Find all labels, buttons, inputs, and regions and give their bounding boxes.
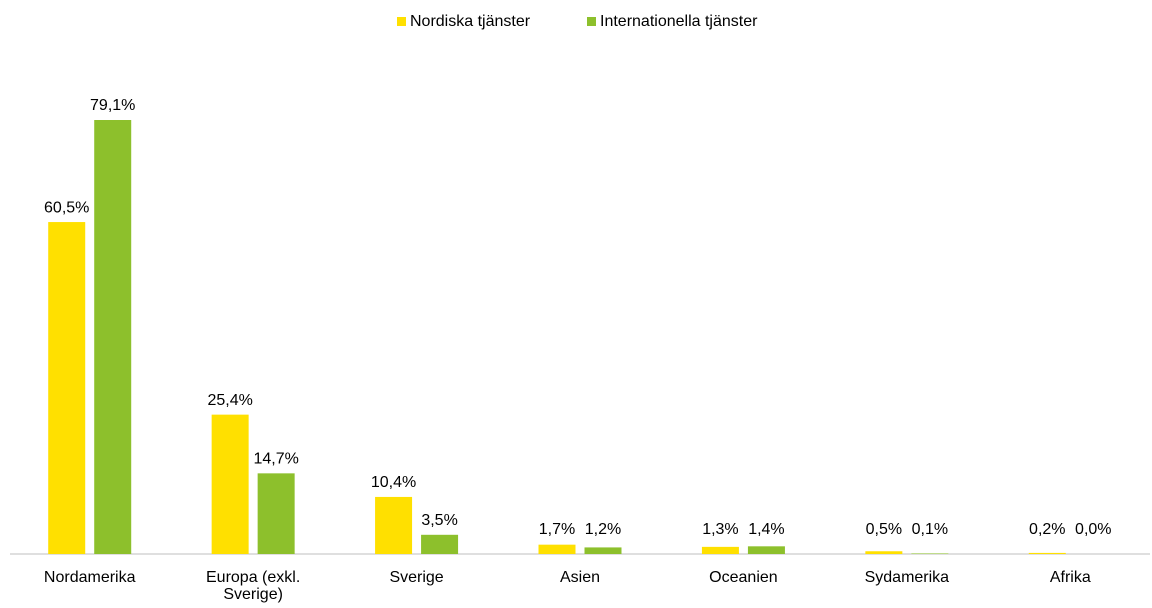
data-label: 0,2% [1029,521,1065,538]
legend-swatch [397,17,406,26]
x-tick-label: Sydamerika [864,569,950,586]
data-label: 3,5% [421,512,457,529]
x-tick-label: Europa (exkl. Sverige) [206,569,301,603]
legend-label: Nordiska tjänster [410,13,531,30]
x-tick-label: Sverige [389,569,444,586]
data-label: 0,5% [866,521,902,538]
bar [94,120,132,554]
bar [865,551,903,554]
bar [701,546,739,554]
bar [211,414,249,554]
bar [375,496,413,554]
bar [584,547,622,554]
data-label: 0,0% [1075,521,1111,538]
legend-swatch [587,17,596,26]
data-label: 60,5% [44,199,89,216]
bar [747,546,785,554]
bar [421,534,459,554]
data-label: 1,3% [702,521,738,538]
bar [257,473,295,554]
data-label: 0,1% [912,521,948,538]
x-tick-label: Afrika [1049,569,1091,586]
data-label: 25,4% [207,392,252,409]
data-label: 1,7% [539,521,575,538]
x-tick-label: Asien [559,569,601,586]
data-label: 1,2% [585,521,621,538]
x-tick-label: Nordamerika [43,569,136,586]
data-label: 14,7% [253,451,298,468]
data-label: 79,1% [90,97,135,114]
bar [48,222,86,554]
x-tick-label: Oceanien [709,569,778,586]
bar [911,553,949,554]
bar [538,544,576,554]
bar [1028,552,1066,554]
legend-label: Internationella tjänster [600,13,758,30]
data-label: 1,4% [748,521,784,538]
data-label: 10,4% [371,474,416,491]
